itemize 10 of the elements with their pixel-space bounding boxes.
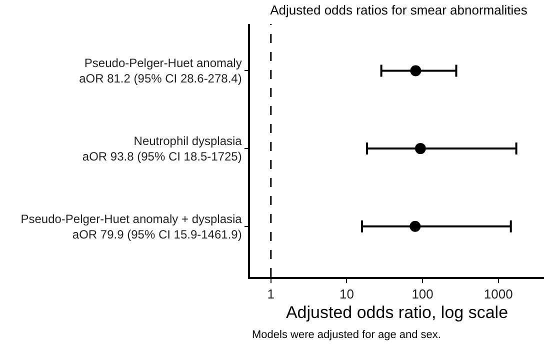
y-tick-label: Pseudo-Pelger-Huet anomaly aOR 81.2 (95% CI 28.6-278.4) [79,56,242,86]
x-tick-label: 10 [339,286,354,302]
x-tick-label: 100 [412,286,434,302]
x-tick-label: 1000 [484,286,513,302]
x-axis-title: Adjusted odds ratio, log scale [286,303,508,322]
y-tick-label: Pseudo-Pelger-Huet anomaly + dysplasia aOR 79.9 (95% CI 15.9-1461.9) [20,212,242,242]
y-tick-label: Neutrophil dysplasia aOR 93.8 (95% CI 18.5-1725) [82,134,242,164]
text: Models were adjusted for age and sex. [252,329,441,341]
chart-title: Adjusted odds ratios for smear abnormalities [270,2,528,18]
x-tick-label: 1 [267,286,275,302]
